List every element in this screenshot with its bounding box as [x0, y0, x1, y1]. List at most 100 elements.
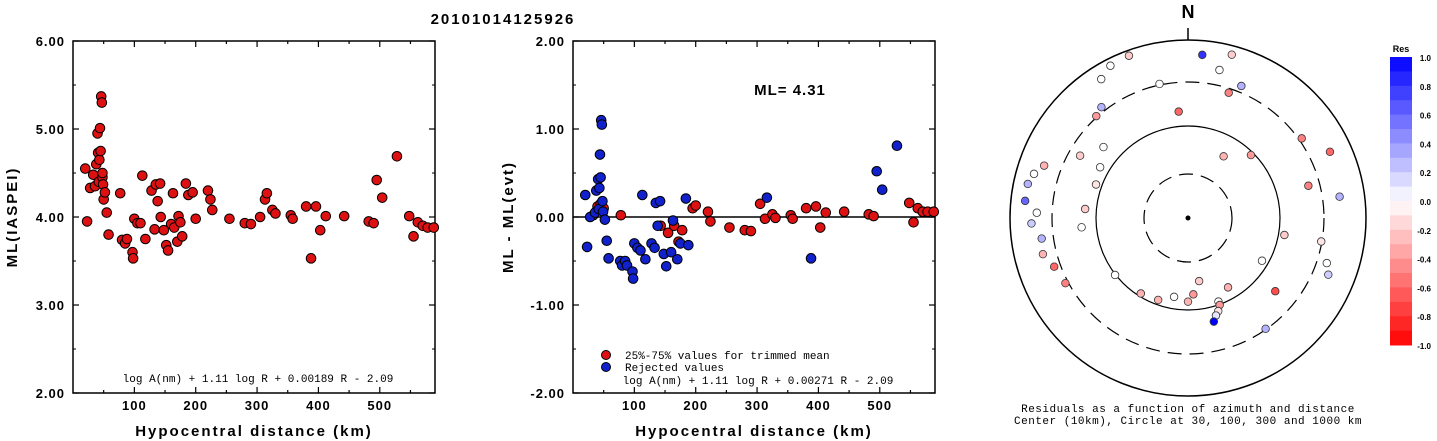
data-point	[206, 204, 218, 216]
data-point	[300, 201, 312, 212]
station-marker	[1280, 230, 1289, 240]
ring-30km	[1143, 173, 1233, 263]
data-point	[99, 187, 111, 198]
rejected-point	[596, 119, 608, 130]
y-tick-label: 1.00	[536, 122, 565, 137]
accepted-point	[903, 197, 915, 209]
station-marker	[1246, 150, 1256, 160]
data-point	[205, 194, 216, 205]
station-marker	[1077, 223, 1086, 232]
p1-ylabel: ML(IASPEI)	[4, 167, 21, 268]
station-marker	[1027, 219, 1036, 228]
rejected-point	[595, 172, 606, 183]
station-marker	[1110, 270, 1120, 280]
rejected-point	[640, 253, 651, 265]
data-point	[96, 97, 108, 108]
data-point	[254, 211, 266, 223]
accepted-point	[662, 227, 674, 239]
rejected-point	[761, 192, 773, 203]
colorbar-label: 0.4	[1420, 140, 1432, 149]
station-marker	[1032, 208, 1041, 217]
station-marker	[1075, 151, 1085, 160]
p1-xlabel: Hypocentral distance (km)	[135, 423, 373, 440]
y-tick-label: -1.00	[530, 298, 565, 313]
p2-annotation: ML= 4.31	[754, 82, 826, 99]
legend-rejected-label: Rejected values	[625, 363, 724, 375]
data-point	[101, 207, 113, 218]
rejected-point	[601, 235, 613, 247]
station-marker	[1097, 102, 1106, 112]
colorbar-label: -0.6	[1417, 284, 1431, 293]
caption-line-2: Center (10km), Circle at 30, 100, 300 an…	[1014, 416, 1362, 428]
colorbar-segment	[1390, 201, 1412, 216]
station-marker	[1335, 192, 1344, 201]
station-marker	[1209, 317, 1219, 326]
ml-residual-panel: ML - ML(evt) Hypocentral distance (km) M…	[500, 34, 940, 440]
data-point	[103, 229, 114, 240]
station-marker	[1325, 147, 1335, 157]
station-marker	[1194, 276, 1204, 286]
station-marker	[1039, 161, 1049, 170]
station-marker	[1198, 50, 1207, 60]
x-tick-label: 400	[306, 398, 331, 413]
rejected-point	[635, 245, 646, 256]
data-point	[320, 210, 332, 222]
accepted-point	[745, 225, 757, 237]
data-point	[155, 211, 167, 223]
rejected-point	[599, 214, 611, 225]
station-marker	[1023, 179, 1033, 189]
rejected-point	[891, 140, 903, 152]
station-marker	[1092, 111, 1101, 121]
legend-rejected-marker	[601, 362, 611, 372]
station-marker	[1037, 234, 1046, 243]
rejected-point	[649, 242, 660, 254]
station-marker	[1219, 152, 1228, 161]
data-point	[175, 216, 186, 228]
accepted-point	[702, 206, 714, 218]
colorbar-segment	[1390, 273, 1412, 288]
station-marker	[1223, 283, 1233, 292]
y-tick-label: -2.00	[530, 386, 565, 401]
accepted-point	[908, 216, 919, 228]
ml-iaspei-panel: ML(IASPEI) Hypocentral distance (km) log…	[4, 34, 440, 440]
station-marker	[1304, 181, 1313, 190]
station-marker	[1324, 270, 1333, 279]
legend-accepted-marker	[601, 350, 611, 360]
station-marker	[1061, 278, 1070, 288]
colorbar-segment	[1390, 71, 1412, 87]
data-point	[127, 253, 139, 264]
colorbar-label: -1.0	[1417, 342, 1431, 351]
p2-formula: log A(nm) + 1.11 log R + 0.00271 R - 2.0…	[623, 376, 894, 388]
station-marker	[1080, 204, 1090, 214]
station-marker	[1038, 249, 1048, 259]
colorbar-label: 0.2	[1420, 169, 1432, 178]
rejected-point	[603, 253, 614, 264]
p1-formula: log A(nm) + 1.11 log R + 0.00189 R - 2.0…	[123, 374, 394, 386]
station-marker	[1097, 74, 1106, 84]
p2-xlabel: Hypocentral distance (km)	[635, 423, 873, 440]
rejected-point	[597, 195, 608, 207]
colorbar-label: -0.4	[1417, 256, 1431, 265]
data-point	[371, 174, 383, 186]
colorbar-segment	[1390, 287, 1412, 303]
station-marker	[1322, 258, 1332, 268]
accepted-point	[690, 200, 702, 211]
data-point	[287, 213, 298, 225]
rejected-point	[594, 149, 606, 160]
data-point	[79, 163, 91, 174]
colorbar-segment	[1390, 186, 1412, 202]
data-point	[261, 187, 273, 199]
colorbar-segment	[1390, 57, 1412, 72]
data-point	[137, 170, 148, 181]
p1-frame	[72, 40, 436, 394]
x-tick-label: 200	[683, 398, 708, 413]
data-point	[314, 224, 326, 236]
rejected-point	[654, 195, 666, 207]
accepted-point	[676, 224, 688, 236]
accepted-point	[820, 207, 832, 218]
station-marker	[1227, 50, 1236, 59]
colorbar-label: 0.8	[1420, 83, 1432, 92]
colorbar-segment	[1390, 330, 1412, 346]
data-point	[176, 231, 188, 242]
data-point	[94, 154, 105, 166]
